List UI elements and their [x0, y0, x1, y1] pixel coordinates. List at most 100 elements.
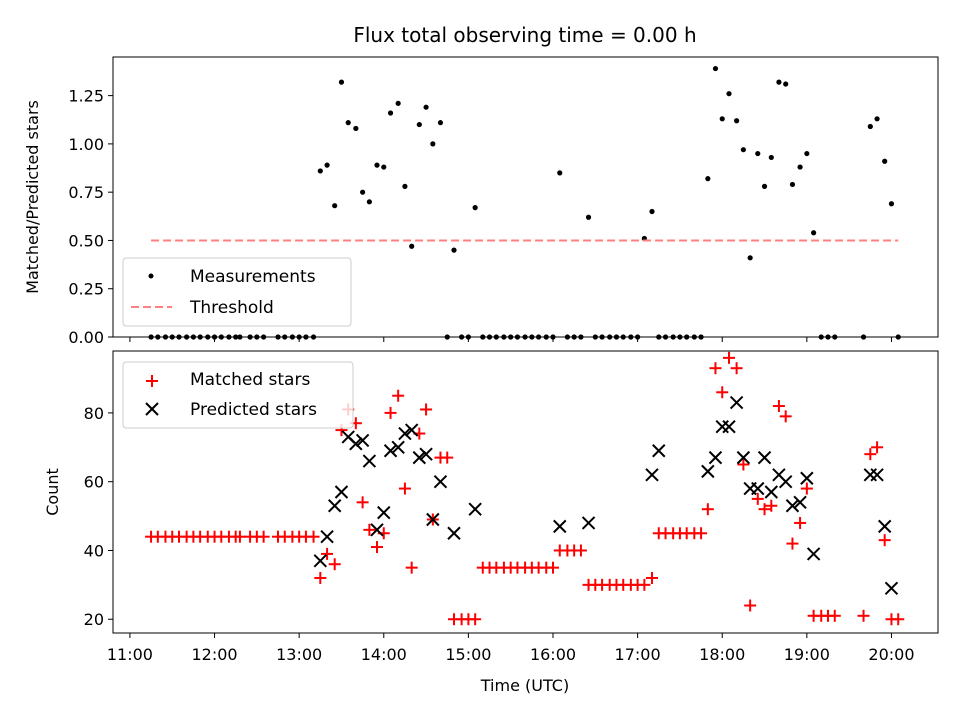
matched-star-point: [737, 458, 750, 471]
top-y-tick-label: 1.25: [68, 87, 104, 106]
bottom-x-tick-label: 12:00: [191, 645, 237, 664]
bottom-legend-box: [122, 361, 354, 429]
measurement-point: [360, 189, 366, 195]
measurement-point: [888, 201, 895, 207]
matched-star-point: [321, 547, 334, 560]
predicted-star-point: [722, 419, 736, 434]
measurement-point: [874, 116, 880, 122]
measurement-point: [430, 141, 436, 147]
measurement-point: [345, 120, 351, 126]
predicted-star-point: [870, 468, 884, 482]
measurement-point: [324, 162, 330, 168]
predicted-star-point: [652, 444, 666, 458]
matched-star-point: [864, 448, 877, 461]
predicted-star-point: [645, 468, 659, 482]
top-y-tick-label: 1.00: [68, 135, 104, 154]
predicted-star-point: [320, 530, 334, 544]
measurement-point: [740, 147, 746, 153]
top-y-tick-label: 0.00: [68, 328, 104, 347]
measurement-point: [381, 164, 387, 170]
bottom-y-axis-ticks: 20 40 60 80: [84, 404, 113, 629]
measurement-point: [366, 199, 372, 205]
bottom-x-tick-label: 16:00: [530, 645, 576, 664]
predicted-star-point: [757, 450, 772, 465]
matched-star-point: [871, 441, 884, 454]
bottom-x-tick-label: 13:00: [276, 645, 322, 664]
predicted-star-point: [553, 519, 567, 534]
matched-star-point: [307, 530, 320, 543]
predicted-stars-points: [313, 395, 899, 595]
legend-label-matched-stars: Matched stars: [190, 370, 310, 390]
measurement-point: [719, 116, 725, 122]
predicted-star-point: [362, 454, 377, 468]
measurement-point: [734, 118, 740, 124]
measurement-point: [649, 208, 655, 215]
bottom-x-tick-label: 19:00: [784, 645, 830, 664]
matched-star-point: [709, 362, 722, 375]
predicted-star-point: [764, 485, 779, 499]
measurement-point: [451, 247, 457, 253]
matched-star-point: [314, 571, 327, 584]
predicted-star-point: [327, 499, 342, 513]
predicted-star-point: [708, 450, 723, 465]
top-x-axis-ticks: [129, 337, 892, 342]
matched-star-point: [257, 530, 270, 543]
predicted-star-point: [468, 502, 482, 516]
measurement-point: [585, 214, 592, 220]
legend-marker-matched-stars: [146, 375, 158, 387]
predicted-star-point: [334, 485, 349, 499]
matched-star-point: [695, 527, 708, 540]
measurement-point: [776, 79, 782, 85]
matched-star-point: [701, 503, 714, 516]
legend-label-measurements: Measurements: [190, 267, 316, 287]
matched-star-point: [547, 561, 559, 574]
measurement-point: [317, 168, 323, 174]
bottom-x-tick-label: 20:00: [868, 645, 914, 664]
matched-star-point: [469, 613, 482, 626]
measurement-point: [332, 203, 338, 209]
predicted-star-point: [383, 444, 398, 458]
measurement-point: [783, 81, 789, 87]
top-measurement-points: [148, 65, 901, 340]
measurement-point: [402, 183, 408, 189]
matched-star-point: [233, 530, 246, 543]
measurement-point: [882, 158, 888, 164]
predicted-star-point: [785, 499, 800, 513]
matched-star-point: [765, 499, 778, 512]
matched-star-point: [328, 558, 341, 571]
measurement-point: [747, 255, 753, 261]
matched-star-point: [786, 537, 799, 550]
measurement-point: [387, 110, 394, 116]
predicted-star-point: [412, 450, 427, 465]
predicted-star-point: [884, 581, 899, 595]
matched-star-point: [744, 599, 757, 612]
predicted-star-point: [355, 433, 370, 448]
predicted-star-point: [736, 450, 751, 465]
predicted-star-point: [729, 395, 744, 410]
predicted-star-point: [391, 440, 405, 454]
bottom-y-tick-label: 80: [84, 404, 104, 423]
bottom-x-tick-label: 14:00: [361, 645, 407, 664]
bottom-legend: Matched stars Predicted stars: [122, 361, 354, 429]
matched-star-point: [638, 578, 651, 591]
measurement-point: [867, 123, 873, 130]
matched-star-point: [716, 386, 729, 399]
bottom-x-axis-ticks: 11:00 12:00 13:00 14:00 15:00 16:00 17:00 18:00…: [107, 633, 915, 664]
bottom-x-tick-label: 15:00: [445, 645, 491, 664]
measurement-point: [712, 65, 719, 72]
measurement-point: [797, 164, 803, 170]
predicted-star-point: [426, 512, 440, 527]
predicted-star-point: [793, 495, 807, 510]
bottom-y-tick-label: 60: [84, 473, 104, 492]
top-panel: 0.00 0.25 0.50 0.75 1.00 1.25 Matched/Predict…: [23, 56, 939, 347]
matched-star-point: [384, 406, 397, 419]
bottom-y-tick-label: 20: [84, 610, 104, 629]
matched-star-point: [574, 544, 587, 557]
predicted-star-point: [398, 426, 412, 441]
measurement-point: [811, 230, 817, 236]
top-legend: Measurements Threshold: [122, 257, 352, 327]
legend-marker-measurements: [148, 273, 154, 279]
measurement-point: [705, 176, 711, 182]
